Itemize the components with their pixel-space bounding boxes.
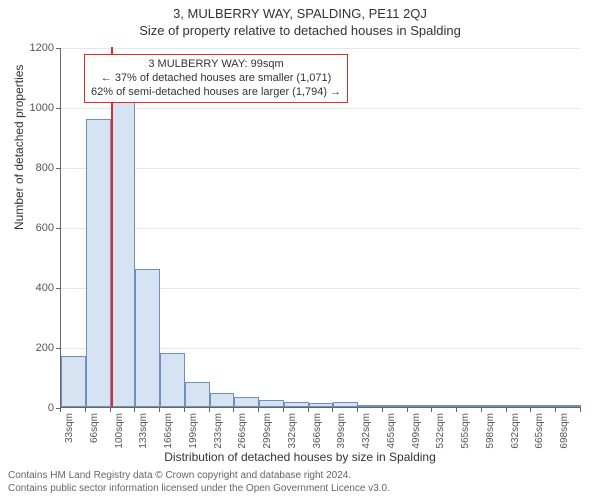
annotation-line2: ← 37% of detached houses are smaller (1,… bbox=[91, 72, 341, 86]
xtick-mark bbox=[258, 407, 259, 412]
xtick-mark bbox=[580, 407, 581, 412]
ytick-label: 600 bbox=[14, 222, 54, 234]
histogram-bar bbox=[284, 402, 309, 407]
xtick-mark bbox=[456, 407, 457, 412]
gridline bbox=[61, 228, 580, 229]
xtick-mark bbox=[134, 407, 135, 412]
gridline bbox=[61, 168, 580, 169]
histogram-bar bbox=[507, 405, 532, 407]
histogram-bar bbox=[160, 353, 185, 407]
histogram-bar bbox=[309, 403, 334, 407]
xtick-mark bbox=[555, 407, 556, 412]
ytick-mark bbox=[56, 348, 61, 349]
xtick-mark bbox=[357, 407, 358, 412]
chart-area: 3 MULBERRY WAY: 99sqm ← 37% of detached … bbox=[60, 48, 580, 408]
ytick-mark bbox=[56, 288, 61, 289]
xtick-mark bbox=[506, 407, 507, 412]
ytick-mark bbox=[56, 48, 61, 49]
xtick-mark bbox=[184, 407, 185, 412]
histogram-bar bbox=[135, 269, 160, 407]
gridline bbox=[61, 108, 580, 109]
histogram-bar bbox=[210, 393, 235, 407]
x-axis-label: Distribution of detached houses by size … bbox=[0, 450, 600, 464]
xtick-mark bbox=[530, 407, 531, 412]
xtick-mark bbox=[308, 407, 309, 412]
credit-line-1: Contains HM Land Registry data © Crown c… bbox=[8, 470, 592, 483]
histogram-bar bbox=[111, 77, 136, 407]
histogram-bar bbox=[234, 397, 259, 407]
histogram-bar bbox=[457, 405, 482, 407]
xtick-mark bbox=[382, 407, 383, 412]
address-title: 3, MULBERRY WAY, SPALDING, PE11 2QJ bbox=[0, 0, 600, 21]
histogram-bar bbox=[383, 405, 408, 407]
xtick-mark bbox=[283, 407, 284, 412]
ytick-label: 1000 bbox=[14, 102, 54, 114]
ytick-label: 0 bbox=[14, 402, 54, 414]
xtick-mark bbox=[233, 407, 234, 412]
ytick-label: 200 bbox=[14, 342, 54, 354]
credit-line-2: Contains public sector information licen… bbox=[8, 483, 592, 496]
histogram-bar bbox=[185, 382, 210, 408]
annotation-line1: 3 MULBERRY WAY: 99sqm bbox=[91, 58, 341, 72]
histogram-bar bbox=[482, 405, 507, 407]
histogram-bar bbox=[556, 405, 581, 407]
annotation-box: 3 MULBERRY WAY: 99sqm ← 37% of detached … bbox=[84, 54, 348, 103]
histogram-bar bbox=[432, 405, 457, 407]
ytick-label: 800 bbox=[14, 162, 54, 174]
xtick-mark bbox=[60, 407, 61, 412]
histogram-bar bbox=[408, 405, 433, 407]
histogram-bar bbox=[61, 356, 86, 407]
xtick-mark bbox=[431, 407, 432, 412]
histogram-bar bbox=[358, 405, 383, 407]
xtick-mark bbox=[209, 407, 210, 412]
chart-subtitle: Size of property relative to detached ho… bbox=[0, 21, 600, 38]
ytick-mark bbox=[56, 108, 61, 109]
gridline bbox=[61, 48, 580, 49]
y-axis-label: Number of detached properties bbox=[12, 65, 26, 230]
xtick-mark bbox=[159, 407, 160, 412]
annotation-line3: 62% of semi-detached houses are larger (… bbox=[91, 86, 341, 100]
ytick-mark bbox=[56, 228, 61, 229]
xtick-mark bbox=[407, 407, 408, 412]
xtick-mark bbox=[332, 407, 333, 412]
xtick-mark bbox=[481, 407, 482, 412]
ytick-mark bbox=[56, 168, 61, 169]
xtick-mark bbox=[85, 407, 86, 412]
histogram-bar bbox=[259, 400, 284, 408]
ytick-label: 400 bbox=[14, 282, 54, 294]
histogram-bar bbox=[86, 119, 111, 407]
histogram-bar bbox=[333, 402, 358, 407]
page-root: 3, MULBERRY WAY, SPALDING, PE11 2QJ Size… bbox=[0, 0, 600, 500]
xtick-mark bbox=[110, 407, 111, 412]
ytick-label: 1200 bbox=[14, 42, 54, 54]
histogram-bar bbox=[531, 405, 556, 407]
